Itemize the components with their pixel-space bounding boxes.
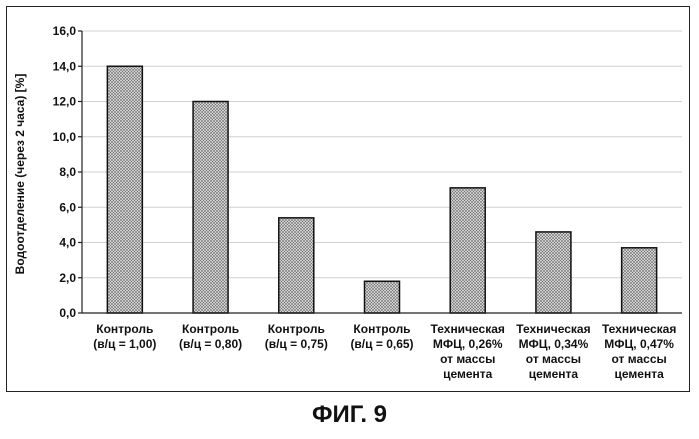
x-category-label: ТехническаяМФЦ, 0,34%от массыцемента xyxy=(516,322,590,381)
x-category-label: ТехническаяМФЦ, 0,26%от массыцемента xyxy=(431,322,505,381)
x-category-label-line: Контроль xyxy=(96,322,153,336)
x-category-label: Контроль(в/ц = 0,65) xyxy=(350,322,413,351)
x-category-label-line: Техническая xyxy=(431,322,505,336)
x-category-label-line: (в/ц = 0,80) xyxy=(179,337,242,351)
bars xyxy=(107,66,656,313)
bar-chart: 0,0 2,0 4,0 6,0 8,0 10,0 12,0 14,0 16,0 Контроль… xyxy=(7,7,691,393)
y-tick-label: 14,0 xyxy=(53,59,77,73)
chart-frame: 0,0 2,0 4,0 6,0 8,0 10,0 12,0 14,0 16,0 Контроль… xyxy=(6,6,690,392)
bar xyxy=(450,188,485,313)
x-category-label-line: Техническая xyxy=(602,322,676,336)
y-tick-label: 8,0 xyxy=(59,165,76,179)
bar xyxy=(193,102,228,314)
x-category-label-line: Контроль xyxy=(353,322,410,336)
gridlines xyxy=(82,31,682,278)
x-category-label-line: МФЦ, 0,26% xyxy=(433,337,503,351)
bar xyxy=(622,248,657,313)
bar xyxy=(536,232,571,313)
y-tick-label: 6,0 xyxy=(59,200,76,214)
y-tick-labels: 0,0 2,0 4,0 6,0 8,0 10,0 12,0 14,0 16,0 xyxy=(53,24,77,320)
x-category-label-line: цемента xyxy=(443,367,493,381)
bar xyxy=(279,218,314,313)
x-category-labels: Контроль(в/ц = 1,00)Контроль(в/ц = 0,80)… xyxy=(93,322,676,381)
figure-caption: ФИГ. 9 xyxy=(0,401,699,429)
y-tick-label: 0,0 xyxy=(59,306,76,320)
x-category-label-line: от массы xyxy=(440,352,495,366)
x-category-label-line: от массы xyxy=(526,352,581,366)
x-category-label: Контроль(в/ц = 1,00) xyxy=(93,322,156,351)
x-category-label-line: МФЦ, 0,34% xyxy=(519,337,589,351)
x-category-label-line: цемента xyxy=(529,367,579,381)
y-tick-label: 10,0 xyxy=(53,130,77,144)
y-tick-label: 16,0 xyxy=(53,24,77,38)
x-category-label: ТехническаяМФЦ, 0,47%от массыцемента xyxy=(602,322,676,381)
y-axis-title: Водоотделение (через 2 часа) [%] xyxy=(13,74,27,275)
x-category-label-line: (в/ц = 0,75) xyxy=(265,337,328,351)
x-category-label-line: Контроль xyxy=(268,322,325,336)
x-category-label: Контроль(в/ц = 0,75) xyxy=(265,322,328,351)
y-tick-label: 12,0 xyxy=(53,95,77,109)
x-category-label-line: (в/ц = 0,65) xyxy=(350,337,413,351)
y-tick-label: 4,0 xyxy=(59,236,76,250)
x-category-label-line: Контроль xyxy=(182,322,239,336)
x-category-label-line: МФЦ, 0,47% xyxy=(604,337,674,351)
x-category-label-line: (в/ц = 1,00) xyxy=(93,337,156,351)
x-category-label-line: Техническая xyxy=(516,322,590,336)
x-category-label-line: от массы xyxy=(612,352,667,366)
x-category-label: Контроль(в/ц = 0,80) xyxy=(179,322,242,351)
x-category-label-line: цемента xyxy=(615,367,665,381)
bar xyxy=(107,66,142,313)
bar xyxy=(365,281,400,313)
y-tick-label: 2,0 xyxy=(59,271,76,285)
